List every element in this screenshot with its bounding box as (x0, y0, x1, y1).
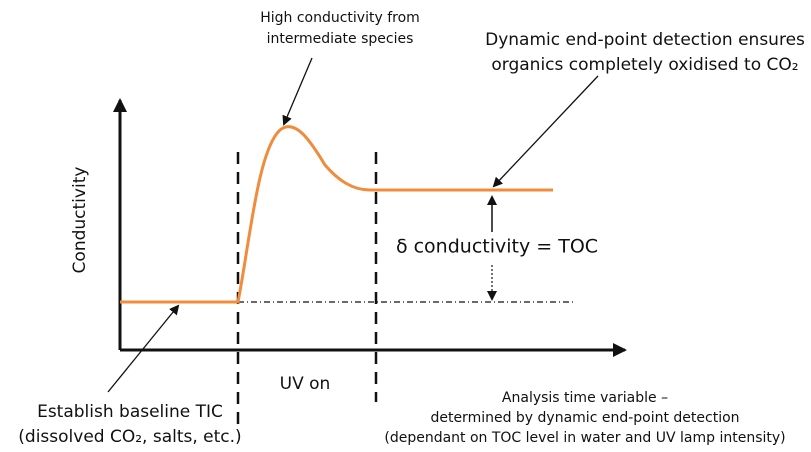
annotation: Analysis time variable – (502, 390, 668, 406)
conductivity-curve (120, 125, 553, 304)
baseline-arrow (107, 304, 180, 393)
annotation: Dynamic end-point detection ensures (485, 30, 805, 50)
annotation: UV on (280, 374, 331, 394)
endpoint-arrow (492, 75, 599, 188)
annotation: δ conductivity = TOC (396, 236, 598, 258)
annotation: organics completely oxidised to CO₂ (491, 55, 798, 75)
annotation: determined by dynamic end-point detectio… (430, 410, 739, 426)
annotation: Establish baseline TIC (37, 402, 223, 422)
annotation: (dissolved CO₂, salts, etc.) (18, 427, 241, 447)
peak-arrow (282, 57, 313, 126)
annotation: (dependant on TOC level in water and UV … (384, 430, 785, 446)
annotation: intermediate species (267, 31, 414, 47)
annotation: High conductivity from (260, 10, 420, 26)
y-axis-label: Conductivity (70, 167, 90, 274)
